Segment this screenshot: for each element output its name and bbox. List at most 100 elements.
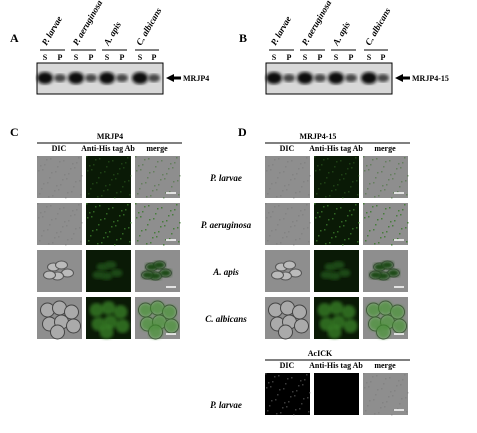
speck — [287, 161, 289, 163]
speck — [160, 179, 162, 181]
speck — [284, 185, 286, 187]
lane-label: S — [105, 53, 110, 62]
speck — [406, 241, 408, 243]
speck — [171, 186, 173, 188]
speck — [130, 222, 132, 224]
cell — [162, 305, 177, 319]
speck — [265, 373, 267, 375]
speck — [139, 235, 141, 237]
strain-label: A. apis — [101, 19, 123, 47]
speck — [382, 185, 384, 187]
speck — [72, 163, 74, 165]
speck — [44, 164, 46, 166]
speck — [318, 235, 320, 237]
speck — [153, 171, 155, 173]
speck — [51, 219, 53, 221]
speck — [156, 189, 158, 191]
speck — [42, 169, 44, 171]
arrow — [166, 74, 181, 82]
speck — [37, 156, 39, 158]
speck — [399, 186, 401, 188]
speck — [162, 174, 164, 176]
speck — [166, 220, 168, 222]
speck — [390, 391, 392, 393]
speck — [364, 170, 366, 172]
speck — [74, 167, 76, 169]
speck — [269, 235, 271, 237]
speck — [268, 212, 270, 214]
speck — [141, 183, 143, 185]
speck — [145, 182, 147, 184]
speck — [385, 208, 387, 210]
speck — [348, 238, 350, 240]
speck — [104, 218, 106, 220]
lane-label: S — [272, 53, 277, 62]
speck — [276, 196, 278, 198]
speck — [271, 183, 273, 185]
speck — [288, 231, 290, 233]
speck — [149, 219, 151, 221]
speck — [376, 158, 378, 160]
speck — [161, 207, 163, 209]
speck — [274, 376, 276, 378]
lane-label: P — [152, 53, 157, 62]
speck — [116, 192, 118, 194]
speck — [60, 231, 62, 233]
speck — [79, 227, 81, 229]
speck — [336, 161, 338, 163]
speck — [158, 184, 160, 186]
speck — [164, 178, 166, 180]
speck — [277, 394, 279, 396]
speck — [404, 157, 406, 159]
speck — [374, 243, 376, 245]
speck — [179, 222, 181, 224]
cell — [317, 303, 332, 317]
speck — [70, 215, 72, 217]
speck — [399, 233, 401, 235]
speck — [39, 193, 41, 195]
speck — [380, 190, 382, 192]
speck — [120, 191, 122, 193]
speck — [401, 398, 403, 400]
speck — [318, 188, 320, 190]
speck — [145, 229, 147, 231]
micrograph — [86, 156, 132, 199]
speck — [283, 218, 285, 220]
speck — [406, 194, 408, 196]
speck — [353, 209, 355, 211]
speck — [388, 179, 390, 181]
speck — [266, 170, 268, 172]
speck — [275, 182, 277, 184]
speck — [75, 181, 77, 183]
speck — [284, 402, 286, 404]
speck — [298, 385, 300, 387]
image — [265, 373, 310, 415]
speck — [169, 191, 171, 193]
speck — [152, 190, 154, 192]
speck — [396, 168, 398, 170]
image — [37, 203, 82, 245]
speck — [95, 159, 97, 161]
speck — [400, 167, 402, 169]
speck — [405, 180, 407, 182]
image — [86, 156, 131, 198]
speck — [177, 180, 179, 182]
image — [363, 373, 408, 415]
speck — [268, 382, 270, 384]
speck — [93, 211, 95, 213]
speck — [292, 174, 294, 176]
speck — [384, 189, 386, 191]
speck — [381, 388, 383, 390]
speck — [350, 186, 352, 188]
speck — [293, 197, 295, 199]
speck — [57, 166, 59, 168]
speck — [265, 156, 267, 158]
speck — [168, 215, 170, 217]
speck — [150, 242, 152, 244]
micrograph — [314, 156, 360, 199]
image — [265, 156, 310, 198]
speck — [298, 215, 300, 217]
speck — [400, 167, 402, 169]
speck — [270, 216, 272, 218]
speck — [388, 396, 390, 398]
